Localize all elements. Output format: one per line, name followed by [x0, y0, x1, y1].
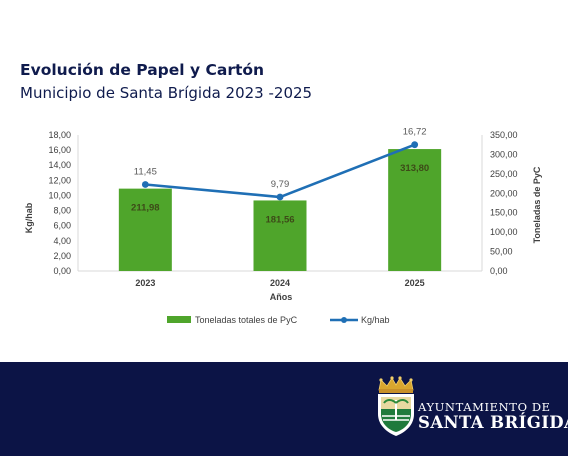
- logo-text-line2: SANTA BRÍGIDA: [418, 413, 568, 432]
- y-tick-label-right: 100,00: [490, 227, 518, 237]
- y-tick-label-left: 6,00: [53, 221, 71, 231]
- y-tick-label-left: 16,00: [48, 145, 71, 155]
- legend-swatch-bars: [167, 316, 191, 323]
- footer-banner: [0, 362, 568, 456]
- y-tick-label-left: 10,00: [48, 190, 71, 200]
- line-point: [141, 181, 149, 188]
- y-tick-label-right: 50,00: [490, 247, 513, 257]
- y-tick-label-left: 4,00: [53, 236, 71, 246]
- x-tick-label: 2023: [135, 278, 155, 288]
- y-tick-label-left: 0,00: [53, 266, 71, 276]
- bar-data-label: 211,98: [131, 203, 160, 214]
- chart-title: Evolución de Papel y Cartón: [20, 61, 265, 79]
- y-axis-title-left: Kg/hab: [24, 202, 34, 233]
- chart-subtitle: Municipio de Santa Brígida 2023 -2025: [20, 84, 313, 102]
- coat-of-arms-logo: [378, 376, 414, 436]
- legend-marker-line: [341, 317, 347, 323]
- y-tick-label-right: 250,00: [490, 169, 518, 179]
- y-tick-label-right: 300,00: [490, 149, 518, 159]
- line-point: [411, 141, 419, 149]
- bar-data-label: 181,56: [265, 214, 294, 225]
- y-tick-label-left: 14,00: [48, 160, 71, 170]
- y-tick-label-left: 12,00: [48, 175, 71, 185]
- y-tick-label-right: 150,00: [490, 208, 518, 218]
- line-data-label: 9,79: [271, 179, 290, 190]
- y-tick-label-right: 0,00: [490, 266, 508, 276]
- y-axis-title-right: Toneladas de PyC: [532, 166, 542, 243]
- y-tick-label-left: 2,00: [53, 251, 71, 261]
- y-tick-label-right: 350,00: [490, 130, 518, 140]
- x-axis-title: Años: [270, 292, 293, 302]
- legend-label-line: Kg/hab: [361, 315, 390, 325]
- legend-label-bars: Toneladas totales de PyC: [195, 315, 298, 325]
- x-tick-label: 2024: [270, 278, 290, 288]
- combo-chart: Kg/hab Toneladas de PyC Años 0,00 2,00 4,0…: [24, 127, 542, 325]
- bar: [388, 149, 442, 271]
- x-tick-label: 2025: [405, 278, 425, 288]
- bar: [253, 200, 307, 271]
- y-tick-label-left: 18,00: [48, 130, 71, 140]
- bar: [118, 188, 172, 271]
- line-point: [276, 193, 284, 201]
- bar-data-label: 313,80: [400, 163, 429, 174]
- logo-text-line1: AYUNTAMIENTO DE: [418, 400, 551, 414]
- y-tick-label-left: 8,00: [53, 206, 71, 216]
- line-data-label: 16,72: [403, 127, 427, 138]
- y-tick-label-right: 200,00: [490, 188, 518, 198]
- line-data-label: 11,45: [134, 166, 157, 177]
